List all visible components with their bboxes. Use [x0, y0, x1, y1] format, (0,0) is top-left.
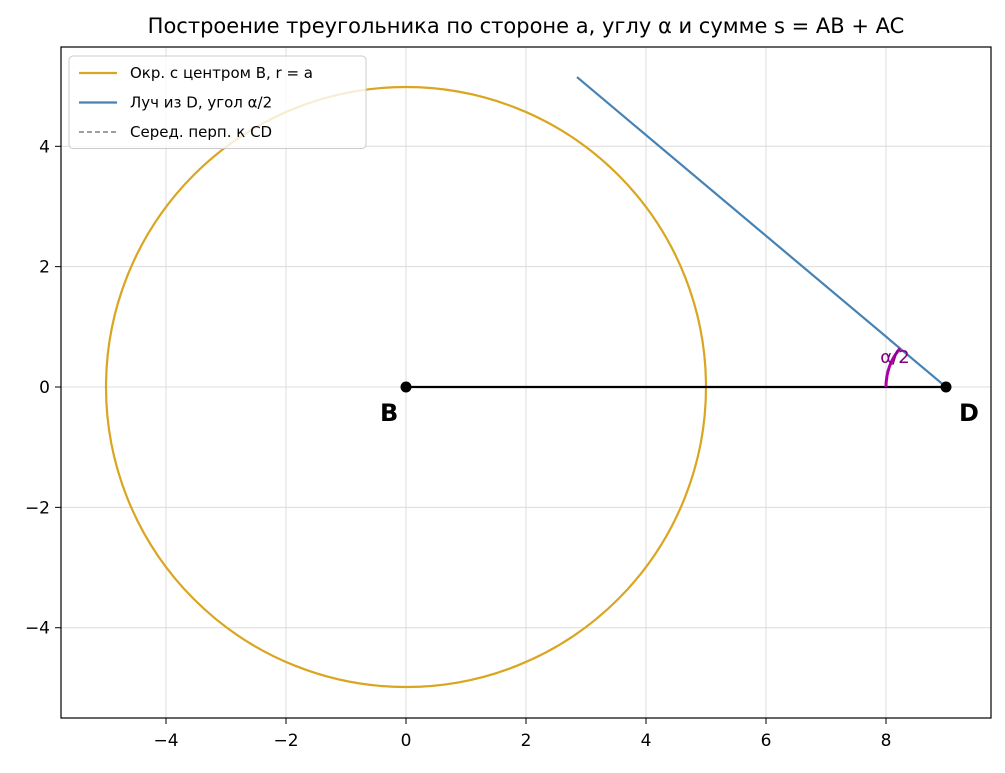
y-tick-label: 2: [39, 258, 50, 278]
x-tick-label: 2: [521, 731, 532, 751]
x-tick-label: −4: [153, 731, 178, 751]
ray-d-series: [576, 76, 947, 388]
y-tick-label: −4: [25, 619, 50, 639]
chart-title: Построение треугольника по стороне a, уг…: [148, 14, 905, 38]
ticks: −4 −2 0 2 4 6 8 −4 −2 0 2 4: [25, 137, 891, 751]
x-tick-label: 4: [641, 731, 652, 751]
angle-label: α/2: [880, 347, 909, 368]
x-tick-label: 6: [761, 731, 772, 751]
point-d: [940, 381, 952, 393]
x-tick-label: 8: [881, 731, 892, 751]
legend-label: Луч из D, угол α/2: [130, 94, 272, 112]
legend-label: Серед. перп. к CD: [130, 123, 272, 141]
point-label-b: B: [380, 399, 398, 427]
y-tick-label: −2: [25, 498, 50, 518]
angle-arc: [884, 347, 902, 388]
legend: Окр. с центром B, r = a Луч из D, угол α/…: [68, 55, 367, 149]
legend-box: [68, 55, 367, 149]
y-tick-label: 0: [39, 378, 50, 398]
point-label-d: D: [959, 399, 979, 427]
legend-label: Окр. с центром B, r = a: [130, 64, 313, 82]
x-tick-label: −2: [273, 731, 298, 751]
point-b: [400, 381, 412, 393]
y-tick-label: 4: [39, 137, 50, 157]
x-tick-label: 0: [401, 731, 412, 751]
